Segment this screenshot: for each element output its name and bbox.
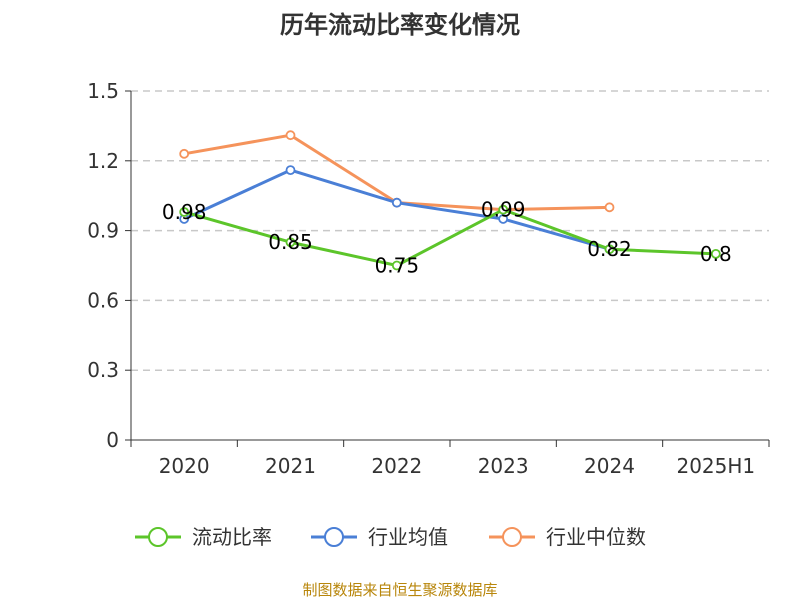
x-tick-label: 2025H1 xyxy=(676,454,755,478)
x-tick-label: 2020 xyxy=(159,454,210,478)
data-point xyxy=(604,202,615,213)
data-label: 0.98 xyxy=(162,200,207,224)
legend-label: 行业均值 xyxy=(368,525,448,549)
data-point xyxy=(391,260,402,271)
legend-item[interactable]: 行业均值 xyxy=(311,525,448,549)
data-point xyxy=(285,130,296,141)
data-point xyxy=(391,197,402,208)
source-note: 制图数据来自恒生聚源数据库 xyxy=(302,581,497,599)
y-tick-label: 0.9 xyxy=(87,219,119,243)
gridlines xyxy=(131,90,769,371)
y-tick-label: 0.6 xyxy=(87,288,119,312)
data-label: 0.82 xyxy=(587,237,632,261)
y-tick-label: 0 xyxy=(106,428,119,452)
data-point xyxy=(710,248,721,259)
data-labels: 0.98 0.85 0.75 0.99 0.82 0.8 xyxy=(162,198,732,278)
data-point xyxy=(179,148,190,159)
data-point xyxy=(498,204,509,215)
legend-marker xyxy=(502,527,522,547)
legend-label: 行业中位数 xyxy=(546,525,646,549)
series-line xyxy=(183,208,716,267)
axes: 0 0.3 0.6 0.9 1.2 1.5 2020 2021 2022 2023 2024 2025… xyxy=(87,79,770,478)
legend-label: 流动比率 xyxy=(192,525,272,549)
x-tick-label: 2021 xyxy=(265,454,316,478)
chart-title: 历年流动比率变化情况 xyxy=(280,11,520,39)
legend-marker xyxy=(148,527,168,547)
data-label: 0.8 xyxy=(700,242,732,266)
x-tick-label: 2022 xyxy=(371,454,422,478)
data-point xyxy=(498,214,509,224)
data-point xyxy=(179,207,190,217)
legend-item[interactable]: 流动比率 xyxy=(135,525,272,549)
data-point xyxy=(285,237,296,248)
legend-marker xyxy=(324,527,344,547)
legend: 流动比率 行业均值 行业中位数 xyxy=(135,525,646,549)
y-tick-label: 1.2 xyxy=(87,149,119,173)
series-lines xyxy=(179,130,721,271)
data-point xyxy=(285,165,296,176)
data-label: 0.75 xyxy=(375,254,420,278)
data-point xyxy=(604,244,615,255)
x-tick-label: 2024 xyxy=(584,454,635,478)
legend-item[interactable]: 行业中位数 xyxy=(489,525,646,549)
data-label: 0.85 xyxy=(268,230,313,254)
y-tick-label: 0.3 xyxy=(87,358,119,382)
data-label: 0.99 xyxy=(481,198,526,222)
x-tick-label: 2023 xyxy=(478,454,529,478)
y-tick-label: 1.5 xyxy=(87,79,119,103)
